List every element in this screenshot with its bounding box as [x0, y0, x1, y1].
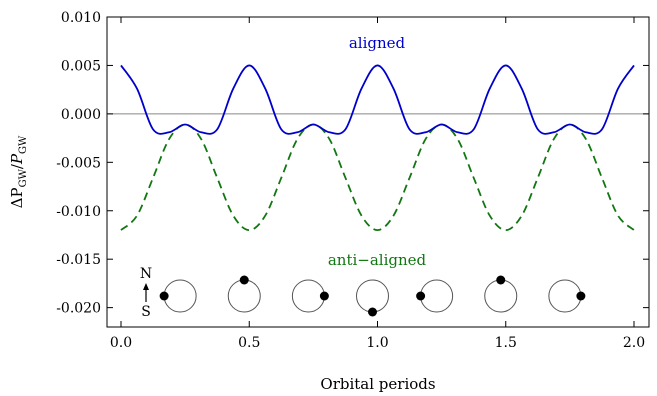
annotation-anti-aligned: anti−aligned [328, 251, 427, 269]
x-tick-label-1: 0.5 [238, 335, 260, 351]
x-tick-label-0: 0.0 [110, 335, 132, 351]
annotation-aligned: aligned [349, 34, 406, 52]
series-line-anti [120, 123, 635, 232]
orbit-body-3 [368, 307, 377, 317]
orbit-body-4 [416, 291, 426, 301]
y-tick-label-5: -0.015 [56, 252, 101, 268]
y-tick-label-1: 0.005 [61, 58, 101, 74]
y-axis-title: ΔPGW/PGW [8, 135, 29, 208]
orbit-diagrams [159, 275, 586, 317]
orbit-circle-1 [227, 279, 261, 313]
y-tick-label-3: -0.005 [56, 155, 101, 171]
orbit-circle-0 [163, 279, 197, 313]
orbit-body-2 [319, 291, 329, 301]
north-label: N [140, 266, 152, 282]
orbit-body-6 [576, 291, 586, 301]
y-tick-label-0: 0.010 [61, 10, 101, 26]
north-arrow-head [143, 283, 149, 290]
x-axis-title: Orbital periods [320, 375, 435, 393]
orbit-circle-3 [356, 279, 389, 313]
x-tick-label-3: 1.5 [495, 335, 517, 351]
x-tick-label-2: 1.0 [366, 335, 388, 351]
series-line-aligned [120, 64, 635, 135]
orbit-circle-4 [420, 279, 454, 313]
orbit-body-0 [159, 291, 169, 301]
orbit-circle-6 [548, 279, 582, 313]
orbit-body-1 [239, 275, 249, 285]
south-label: S [141, 304, 151, 320]
orbit-circle-5 [484, 279, 518, 313]
y-tick-label-4: -0.010 [56, 204, 101, 220]
series-layer [120, 64, 635, 232]
y-tick-label-6: -0.020 [56, 301, 101, 317]
orbit-circle-2 [291, 279, 325, 313]
ticks: 0.0 0.5 1.0 1.5 2.0 0.010 0.005 0.000 -0.005 -0.0… [56, 10, 649, 351]
x-tick-label-4: 2.0 [623, 335, 645, 351]
orbit-body-5 [496, 275, 506, 285]
y-tick-label-2: 0.000 [61, 107, 101, 123]
